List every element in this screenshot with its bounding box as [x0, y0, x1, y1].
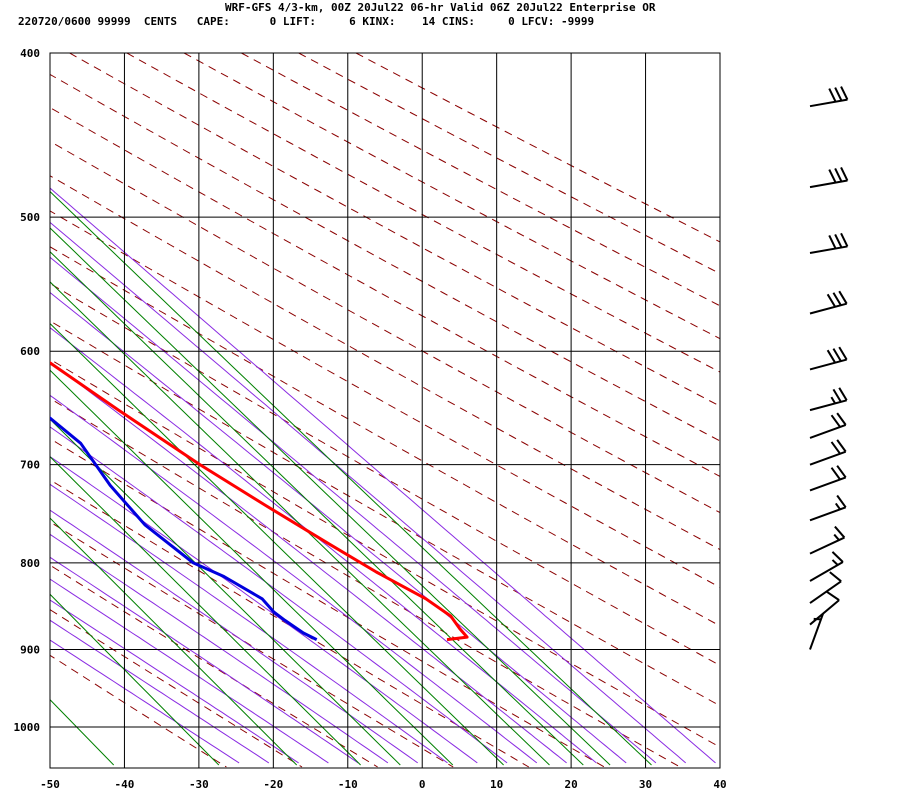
moist-adiabat-line [50, 187, 716, 764]
wind-barb [809, 86, 849, 108]
moist-adiabat-line [50, 256, 657, 764]
dry-adiabat-line [69, 53, 720, 407]
model-run-title: WRF-GFS 4/3-km, 00Z 20Jul22 06-hr Valid … [225, 1, 656, 14]
temperature-tick-label: 10 [490, 778, 503, 791]
stability-indices: 220720/0600 99999 CENTS CAPE: 0 LIFT: 6 … [18, 15, 595, 28]
wind-barbs [809, 86, 849, 650]
moist-adiabat-line [50, 509, 418, 764]
dewpoint-profile-line [50, 416, 318, 641]
wind-barb [809, 591, 840, 626]
wind-barb [809, 551, 844, 582]
pressure-tick-label: 600 [20, 345, 40, 358]
moist-adiabat-line [50, 291, 627, 764]
wind-barb [809, 613, 824, 650]
pressure-tick-label: 400 [20, 47, 40, 60]
wind-barb [809, 571, 842, 604]
dry-adiabat-line [50, 73, 720, 442]
dry-adiabat-line [50, 175, 720, 551]
temperature-tick-label: 20 [564, 778, 577, 791]
moist-adiabat-line [50, 394, 538, 764]
wind-barb [809, 412, 847, 439]
pressure-tick-label: 500 [20, 211, 40, 224]
mixing-ratio-line [50, 698, 115, 766]
wind-barb [809, 494, 847, 522]
moist-adiabat-line [50, 599, 299, 764]
wind-barb [809, 525, 846, 555]
dry-adiabat-line [50, 564, 378, 768]
grid [49, 52, 721, 769]
temperature-tick-label: -10 [338, 778, 358, 791]
temperature-profile-line [50, 361, 469, 642]
temperature-tick-label: 0 [419, 778, 426, 791]
dry-adiabat-line [298, 53, 720, 275]
sounding-header: WRF-GFS 4/3-km, 00Z 20Jul22 06-hr Valid … [0, 0, 900, 36]
pressure-axis-labels: 400 500 600 700 800 900 1000 [14, 47, 41, 734]
dry-adiabat-line [50, 210, 720, 588]
mixing-ratio-line [50, 593, 220, 766]
moist-adiabat-line [50, 556, 359, 764]
dry-adiabat-line [50, 282, 720, 667]
pressure-tick-label: 1000 [14, 721, 41, 734]
temperature-tick-label: -50 [40, 778, 60, 791]
mixing-ratio-line [50, 369, 454, 766]
dry-adiabat-line [50, 140, 720, 514]
dry-adiabat-line [50, 521, 454, 768]
moist-adiabat-line [50, 361, 567, 764]
wind-barb [809, 290, 848, 315]
profiles [50, 361, 469, 642]
temperature-tick-label: -40 [115, 778, 135, 791]
temperature-tick-label: -30 [189, 778, 209, 791]
temperature-tick-label: 30 [639, 778, 652, 791]
mixing-ratio-line [50, 455, 361, 766]
pressure-tick-label: 800 [20, 557, 40, 570]
temperature-tick-label: -20 [263, 778, 283, 791]
dry-adiabat-line [355, 53, 720, 243]
dry-adiabat-line [50, 609, 303, 768]
wind-barb [809, 465, 847, 492]
dry-adiabat-line [50, 479, 530, 768]
mixing-ratio-line [50, 227, 611, 766]
wind-barb [809, 346, 848, 371]
mixing-ratio-line [50, 251, 584, 766]
moist-adiabat-line [50, 327, 597, 764]
dry-adiabat-line [50, 320, 720, 707]
dry-adiabat-line [50, 397, 681, 768]
pressure-tick-label: 900 [20, 643, 40, 656]
moist-adiabat-line [50, 578, 329, 764]
pressure-tick-label: 700 [20, 459, 40, 472]
mixing-ratio-line [50, 517, 298, 766]
dry-adiabat-line [50, 246, 720, 627]
moist-adiabat-line [50, 533, 389, 764]
dry-adiabat-line [126, 53, 720, 373]
temperature-tick-label: 40 [713, 778, 726, 791]
moist-adiabat-line [50, 426, 508, 764]
mixing-ratio-line [50, 322, 504, 766]
moist-adiabat-line [50, 483, 448, 764]
moist-adiabat-line [50, 221, 687, 764]
temperature-axis-labels: -50 -40 -30 -20 -10 0 10 20 30 40 [40, 778, 727, 791]
mixing-ratio-line [50, 418, 401, 766]
dry-adiabat-line [50, 106, 720, 477]
dry-adiabat-line [50, 358, 720, 748]
wind-barb [809, 387, 848, 412]
wind-barb [809, 232, 849, 255]
mixing-ratio-line [50, 281, 550, 766]
mixing-ratio-line [50, 190, 652, 766]
plot-frame [49, 52, 721, 769]
dry-adiabat-line [183, 53, 720, 340]
dry-adiabat-line [241, 53, 720, 307]
moist-adiabat-line [50, 639, 240, 764]
wind-barb [809, 166, 849, 189]
background-lines [50, 53, 720, 768]
wind-barb [809, 439, 847, 466]
moist-adiabat-line [50, 619, 270, 764]
